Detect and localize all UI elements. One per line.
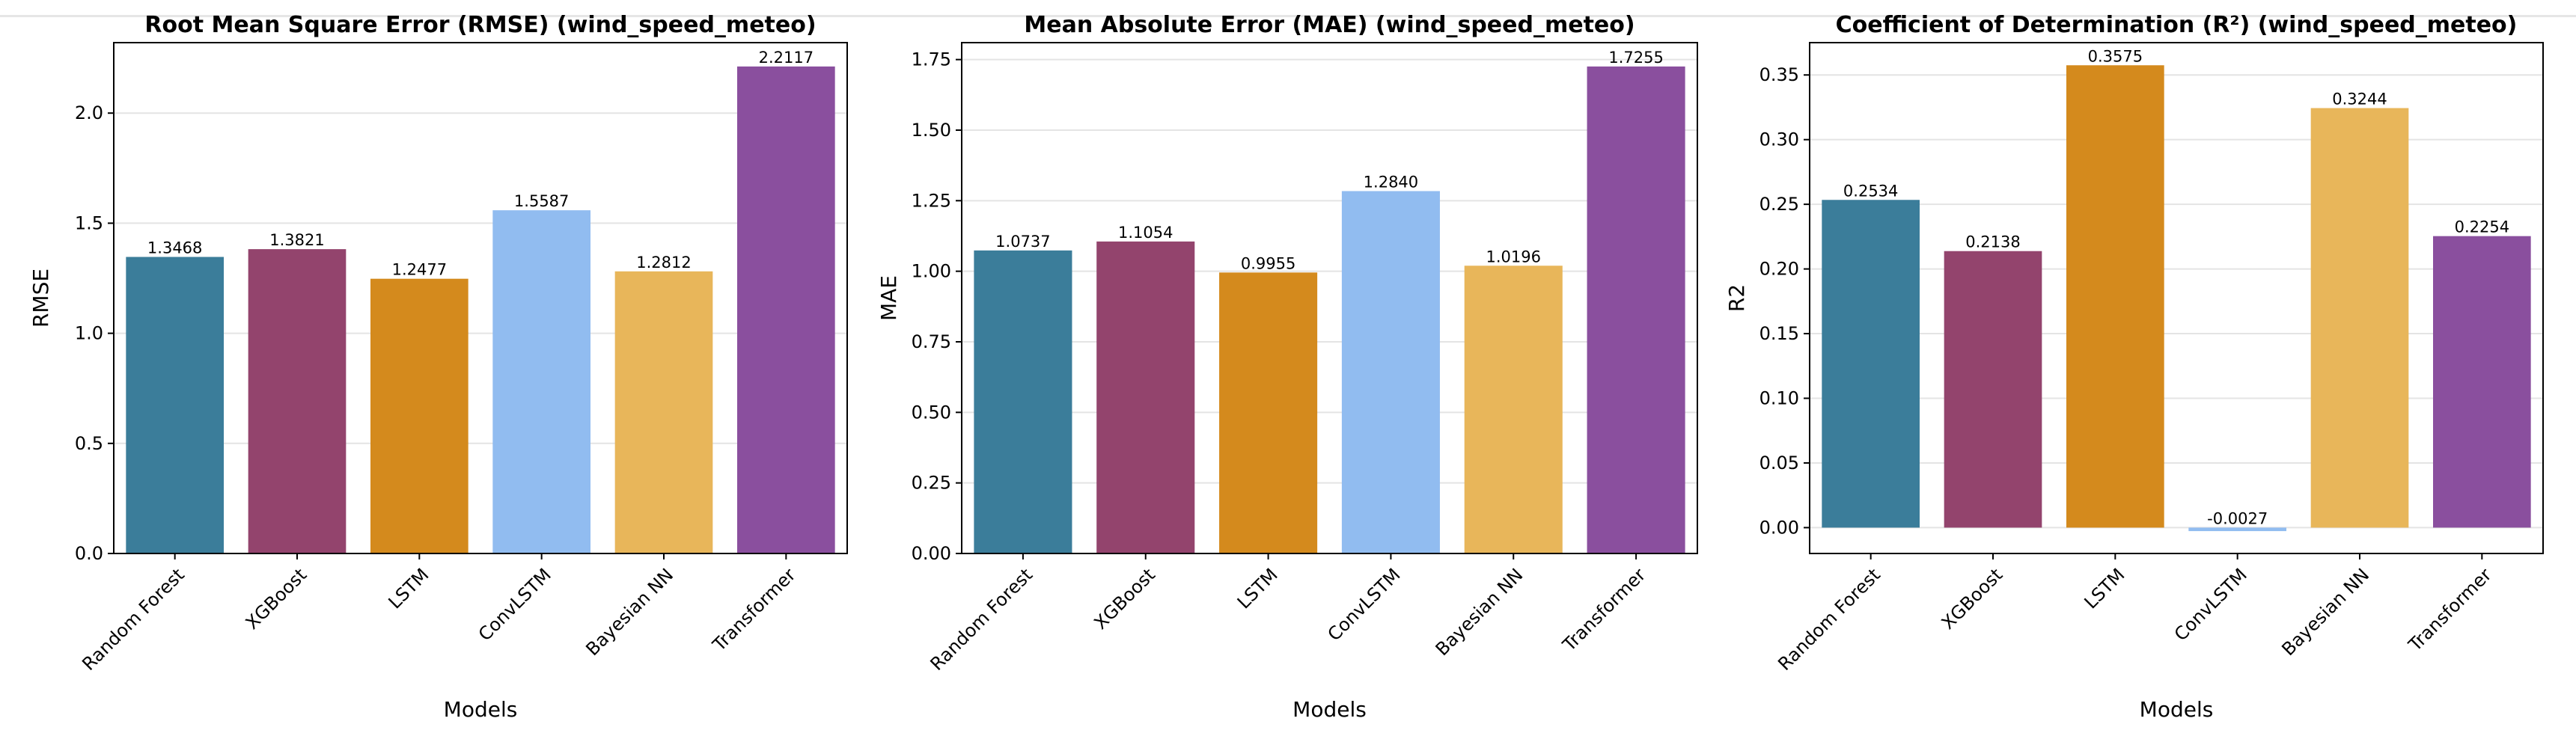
x-axis-label: Models (444, 697, 518, 722)
bar-value-label: 1.3468 (147, 239, 202, 257)
chart-panel-r2: Coefficient of Determination (R²) (wind_… (1724, 12, 2544, 722)
bar-value-label: 1.2840 (1364, 173, 1418, 191)
bar-value-label: 1.5587 (514, 192, 569, 210)
y-tick-label: 0.20 (1759, 259, 1799, 280)
x-tick-label: ConvLSTM (474, 564, 555, 645)
bar-value-label: 1.7255 (1608, 49, 1663, 67)
bar-value-label: 2.2117 (759, 49, 814, 67)
y-tick-label: 0.30 (1759, 129, 1799, 150)
y-tick-label: 0.05 (1759, 453, 1799, 473)
bar-value-label: 1.0737 (995, 233, 1050, 251)
x-tick-label: LSTM (385, 564, 433, 613)
y-tick-label: 0.35 (1759, 64, 1799, 85)
bar (1096, 241, 1195, 553)
bar-value-label: 1.2812 (636, 254, 691, 272)
x-tick-label: ConvLSTM (2170, 564, 2251, 645)
bar (2310, 108, 2409, 528)
bar (974, 250, 1072, 553)
x-tick-label: XGBoost (1938, 564, 2006, 633)
y-tick-label: 0.00 (912, 543, 951, 564)
bar (370, 278, 468, 553)
bar (1587, 66, 1685, 553)
x-tick-label: LSTM (1233, 564, 1282, 613)
x-tick-label: Transformer (2404, 564, 2495, 655)
y-tick-label: 0.10 (1759, 388, 1799, 409)
x-tick-label: Random Forest (78, 564, 189, 675)
plot-frame (1809, 42, 2544, 554)
bar-value-label: 1.2477 (392, 261, 447, 279)
y-tick-label: 0.25 (912, 473, 951, 494)
bar (1944, 251, 2042, 528)
y-tick-label: 2.0 (75, 102, 103, 123)
x-tick-label: XGBoost (242, 564, 311, 633)
bar-value-label: -0.0027 (2207, 509, 2268, 527)
bar-value-label: 0.2254 (2455, 218, 2509, 236)
x-tick-label: XGBoost (1090, 564, 1159, 633)
x-tick-label: Random Forest (1774, 564, 1884, 675)
y-tick-label: 1.0 (75, 323, 103, 344)
bar-value-label: 0.3575 (2088, 47, 2143, 65)
bar-value-label: 0.3244 (2332, 90, 2387, 108)
bar (492, 210, 590, 553)
y-tick-label: 1.50 (912, 120, 951, 141)
x-tick-label: LSTM (2081, 564, 2129, 613)
bar-value-label: 0.9955 (1241, 254, 1295, 272)
bar (1341, 191, 1440, 553)
bar (126, 257, 224, 553)
y-tick-label: 0.15 (1759, 323, 1799, 344)
y-tick-label: 0.0 (75, 543, 103, 564)
x-tick-label: Random Forest (927, 564, 1037, 675)
x-tick-label: Transformer (708, 564, 799, 655)
bar (1219, 272, 1318, 553)
y-tick-label: 1.25 (912, 190, 951, 211)
x-tick-label: Bayesian NN (2277, 564, 2373, 660)
bar (248, 249, 347, 553)
bar (2433, 236, 2531, 528)
x-axis-label: Models (1292, 697, 1367, 722)
x-tick-label: Bayesian NN (582, 564, 677, 660)
chart-title: Root Mean Square Error (RMSE) (wind_spee… (144, 12, 816, 38)
bar (737, 66, 835, 553)
chart-panel-mae: Mean Absolute Error (MAE) (wind_speed_me… (876, 12, 1698, 722)
y-tick-label: 1.00 (912, 261, 951, 282)
bar-value-label: 1.3821 (269, 231, 324, 249)
y-tick-label: 1.5 (75, 212, 103, 233)
x-axis-label: Models (2140, 697, 2214, 722)
y-tick-label: 0.50 (912, 402, 951, 423)
y-axis-label: RMSE (28, 269, 53, 328)
y-tick-label: 0.75 (912, 331, 951, 352)
bar (2066, 65, 2164, 528)
bar (2188, 527, 2286, 532)
x-tick-label: Bayesian NN (1432, 564, 1527, 660)
top-divider (0, 15, 2576, 17)
bar (1822, 200, 1920, 528)
chart-panel-rmse: Root Mean Square Error (RMSE) (wind_spee… (28, 12, 848, 722)
y-tick-label: 0.25 (1759, 194, 1799, 215)
x-tick-label: ConvLSTM (1324, 564, 1405, 645)
bar (1464, 266, 1563, 553)
bar-value-label: 0.2138 (1965, 233, 2020, 251)
bar-value-label: 1.1054 (1118, 224, 1173, 242)
y-tick-label: 0.5 (75, 433, 103, 454)
bar-value-label: 0.2534 (1843, 182, 1898, 200)
x-tick-label: Transformer (1558, 564, 1649, 655)
y-axis-label: R2 (1724, 284, 1749, 312)
bar (614, 271, 713, 553)
plot-frame (961, 42, 1698, 554)
y-tick-label: 1.75 (912, 49, 951, 70)
bar-value-label: 1.0196 (1486, 248, 1541, 266)
chart-title: Mean Absolute Error (MAE) (wind_speed_me… (1024, 12, 1635, 38)
y-axis-label: MAE (876, 275, 901, 321)
plot-frame (113, 42, 848, 554)
y-tick-label: 0.00 (1759, 517, 1799, 538)
chart-title: Coefficient of Determination (R²) (wind_… (1836, 12, 2518, 38)
